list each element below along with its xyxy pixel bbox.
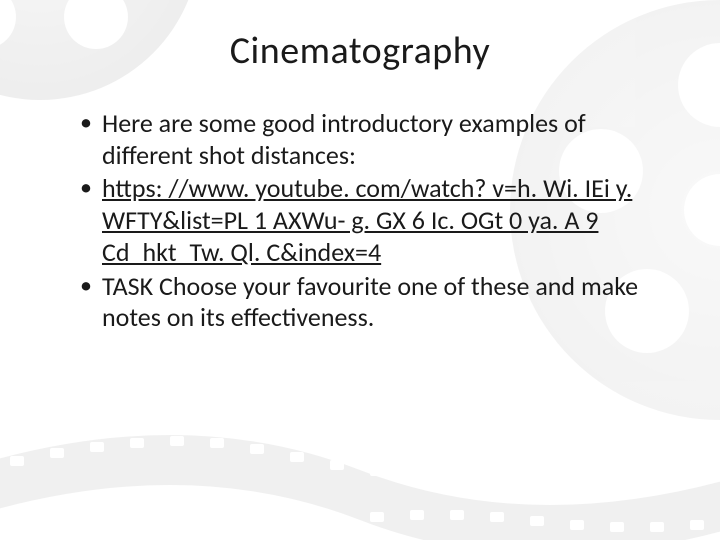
bullet-text: TASK Choose your favourite one of these …: [102, 270, 638, 334]
bullet-text: Here are some good introductory examples…: [102, 107, 586, 171]
bullet-item: TASK Choose your favourite one of these …: [80, 271, 670, 334]
bullet-item: Here are some good introductory examples…: [80, 108, 670, 171]
bullet-list: Here are some good introductory examples…: [50, 108, 670, 334]
slide-title: Cinematography: [50, 28, 670, 74]
bullet-link-text[interactable]: https: //www. youtube. com/watch? v=h. W…: [102, 172, 632, 267]
bullet-item: https: //www. youtube. com/watch? v=h. W…: [80, 173, 670, 268]
slide-content: Cinematography Here are some good introd…: [0, 0, 720, 540]
